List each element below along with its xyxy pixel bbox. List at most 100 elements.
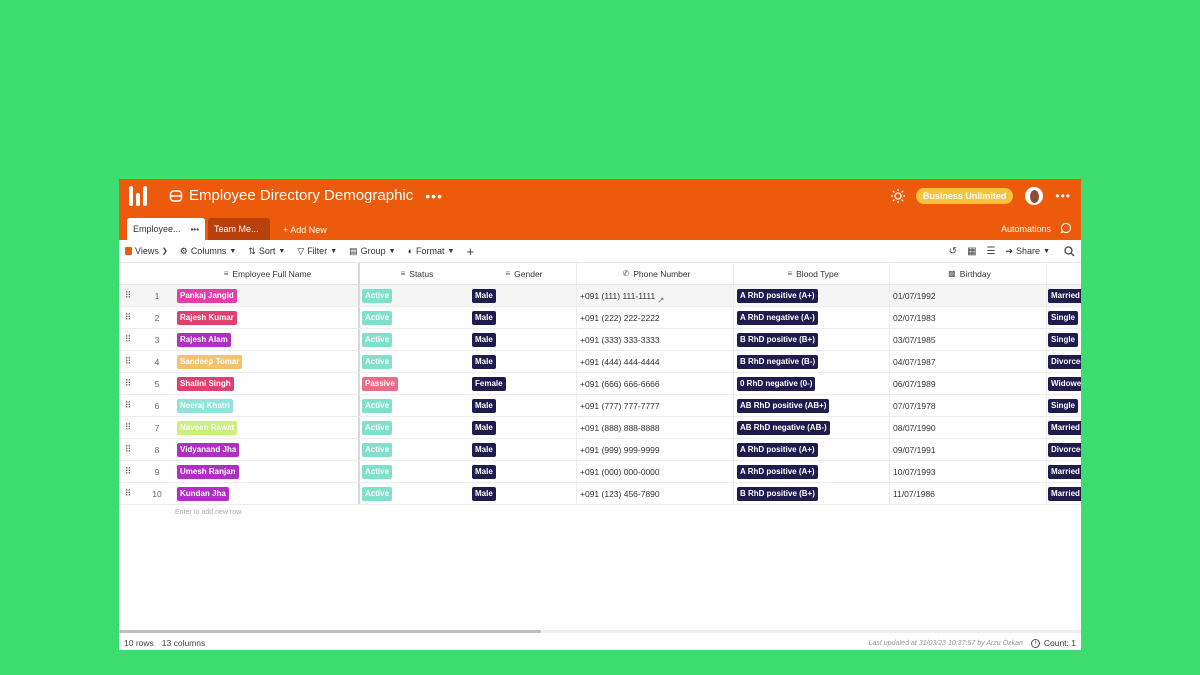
search-icon[interactable]	[1064, 245, 1075, 257]
status-cell[interactable]: Active	[360, 395, 472, 416]
table-row[interactable]: ⠿ 2 Rajesh Kumar Active Male +091 (222) 222-2…	[119, 307, 1081, 329]
gender-cell[interactable]: Male	[472, 395, 577, 416]
phone-cell[interactable]: +091 (000) 000-0000	[577, 461, 734, 482]
column-header-phone[interactable]: ✆ Phone Number	[577, 263, 734, 284]
app-logo-icon[interactable]	[127, 183, 153, 209]
column-header-birthday[interactable]: ▩ Birthday	[890, 263, 1047, 284]
employee-name-cell[interactable]: Naveen Rawat	[177, 417, 360, 438]
format-button[interactable]: ◐ Format ▼	[408, 246, 455, 256]
phone-cell[interactable]: +091 (333) 333-3333	[577, 329, 734, 350]
birthday-cell[interactable]: 02/07/1983	[890, 307, 1047, 328]
drag-handle-icon[interactable]: ⠿	[124, 400, 132, 410]
table-row[interactable]: ⠿ 8 Vidyanand Jha Active Male +091 (999) 999-…	[119, 439, 1081, 461]
status-cell[interactable]: Active	[360, 439, 472, 460]
sort-button[interactable]: ⇅ Sort ▼	[248, 246, 285, 257]
blood-type-cell[interactable]: B RhD positive (B+)	[734, 329, 890, 350]
group-button[interactable]: ▤ Group ▼	[349, 246, 395, 257]
drag-handle-icon[interactable]: ⠿	[124, 334, 132, 344]
birthday-cell[interactable]: 04/07/1987	[890, 351, 1047, 372]
blood-type-cell[interactable]: B RhD positive (B+)	[734, 483, 890, 504]
marital-status-cell[interactable]: Widowed	[1047, 373, 1081, 394]
birthday-cell[interactable]: 10/07/1993	[890, 461, 1047, 482]
blood-type-cell[interactable]: A RhD positive (A+)	[734, 461, 890, 482]
employee-name-cell[interactable]: Neeraj Khatri	[177, 395, 360, 416]
column-header-marital[interactable]	[1047, 263, 1081, 284]
title-more-button[interactable]: •••	[425, 187, 443, 204]
tab-more-button[interactable]: •••	[190, 224, 199, 234]
employee-name-cell[interactable]: Pankaj Jangid	[177, 285, 360, 306]
employee-name-cell[interactable]: Vidyanand Jha	[177, 439, 360, 460]
drag-handle-icon[interactable]: ⠿	[124, 312, 132, 322]
column-header-gender[interactable]: ≡ Gender	[472, 263, 577, 284]
status-cell[interactable]: Active	[360, 483, 472, 504]
phone-cell[interactable]: +091 (777) 777-7777	[577, 395, 734, 416]
marital-status-cell[interactable]: Divorced	[1047, 439, 1081, 460]
employee-name-cell[interactable]: Shalini Singh	[177, 373, 360, 394]
grid-view-icon[interactable]: ▦	[967, 245, 977, 257]
add-column-button[interactable]: +	[466, 244, 474, 259]
birthday-cell[interactable]: 03/07/1985	[890, 329, 1047, 350]
marital-status-cell[interactable]: Married	[1047, 461, 1081, 482]
marital-status-cell[interactable]: Divorced	[1047, 351, 1081, 372]
employee-name-cell[interactable]: Rajesh Alam	[177, 329, 360, 350]
plan-badge[interactable]: Business Unlimited	[915, 187, 1014, 204]
horizontal-scroll-track[interactable]	[119, 630, 1081, 633]
gender-cell[interactable]: Male	[472, 285, 577, 306]
employee-name-cell[interactable]: Sandeep Tomar	[177, 351, 360, 372]
user-avatar[interactable]	[1025, 186, 1044, 205]
add-row-hint[interactable]: Enter to add new row.	[175, 508, 243, 516]
list-view-icon[interactable]: ☰	[986, 245, 996, 257]
column-header-blood-type[interactable]: ≡ Blood Type	[734, 263, 890, 284]
gender-cell[interactable]: Male	[472, 351, 577, 372]
status-cell[interactable]: Active	[360, 351, 472, 372]
columns-button[interactable]: ⚙ Columns ▼	[180, 246, 237, 257]
status-cell[interactable]: Active	[360, 329, 472, 350]
phone-cell[interactable]: +091 (888) 888-8888	[577, 417, 734, 438]
status-cell[interactable]: Active	[360, 307, 472, 328]
share-button[interactable]: ➔ Share ▼	[1005, 246, 1050, 257]
blood-type-cell[interactable]: 0 RhD negative (0-)	[734, 373, 890, 394]
gender-cell[interactable]: Male	[472, 439, 577, 460]
gender-cell[interactable]: Male	[472, 483, 577, 504]
blood-type-cell[interactable]: AB RhD positive (AB+)	[734, 395, 890, 416]
column-header-name[interactable]: ≡ Employee Full Name	[177, 263, 360, 284]
tab-team-members[interactable]: Team Me...	[208, 218, 270, 240]
views-button[interactable]: Views ❯	[125, 246, 168, 256]
employee-name-cell[interactable]: Kundan Jha	[177, 483, 360, 504]
employee-name-cell[interactable]: Umesh Ranjan	[177, 461, 360, 482]
add-new-tab-button[interactable]: + Add New	[283, 224, 327, 235]
gender-cell[interactable]: Male	[472, 329, 577, 350]
phone-cell[interactable]: +091 (999) 999-9999	[577, 439, 734, 460]
header-menu-button[interactable]: •••	[1055, 188, 1071, 203]
blood-type-cell[interactable]: AB RhD negative (AB-)	[734, 417, 890, 438]
table-row[interactable]: ⠿ 9 Umesh Ranjan Active Male +091 (000) 000-0…	[119, 461, 1081, 483]
marital-status-cell[interactable]: Single	[1047, 307, 1081, 328]
drag-handle-icon[interactable]: ⠿	[124, 290, 132, 300]
table-row[interactable]: ⠿ 1 Pankaj Jangid Active Male +091 (111) 111-…	[119, 285, 1081, 307]
marital-status-cell[interactable]: Single	[1047, 329, 1081, 350]
birthday-cell[interactable]: 01/07/1992	[890, 285, 1047, 306]
drag-handle-icon[interactable]: ⠿	[124, 422, 132, 432]
birthday-cell[interactable]: 06/07/1989	[890, 373, 1047, 394]
comment-icon[interactable]	[1060, 222, 1072, 234]
table-row[interactable]: ⠿ 6 Neeraj Khatri Active Male +091 (777) 777-…	[119, 395, 1081, 417]
table-row[interactable]: ⠿ 5 Shalini Singh Passive Female +091 (666) 6…	[119, 373, 1081, 395]
drag-handle-icon[interactable]: ⠿	[124, 444, 132, 454]
phone-cell[interactable]: +091 (222) 222-2222	[577, 307, 734, 328]
column-header-status[interactable]: ≡ Status	[360, 263, 472, 284]
phone-cell[interactable]: +091 (444) 444-4444	[577, 351, 734, 372]
status-cell[interactable]: Active	[360, 461, 472, 482]
status-cell[interactable]: Active	[360, 417, 472, 438]
filter-button[interactable]: ▽ Filter ▼	[297, 246, 337, 257]
phone-cell[interactable]: +091 (666) 666-6666	[577, 373, 734, 394]
marital-status-cell[interactable]: Single	[1047, 395, 1081, 416]
document-title[interactable]: Employee Directory Demographic	[189, 187, 414, 204]
status-cell[interactable]: Active	[360, 285, 472, 306]
table-row[interactable]: ⠿ 3 Rajesh Alam Active Male +091 (333) 333-33…	[119, 329, 1081, 351]
table-row[interactable]: ⠿ 4 Sandeep Tomar Active Male +091 (444) 444-…	[119, 351, 1081, 373]
birthday-cell[interactable]: 09/07/1991	[890, 439, 1047, 460]
gender-cell[interactable]: Male	[472, 461, 577, 482]
table-row[interactable]: ⠿ 10 Kundan Jha Active Male +091 (123) 456-78…	[119, 483, 1081, 505]
blood-type-cell[interactable]: B RhD negative (B-)	[734, 351, 890, 372]
tab-employee[interactable]: Employee... •••	[127, 218, 205, 240]
